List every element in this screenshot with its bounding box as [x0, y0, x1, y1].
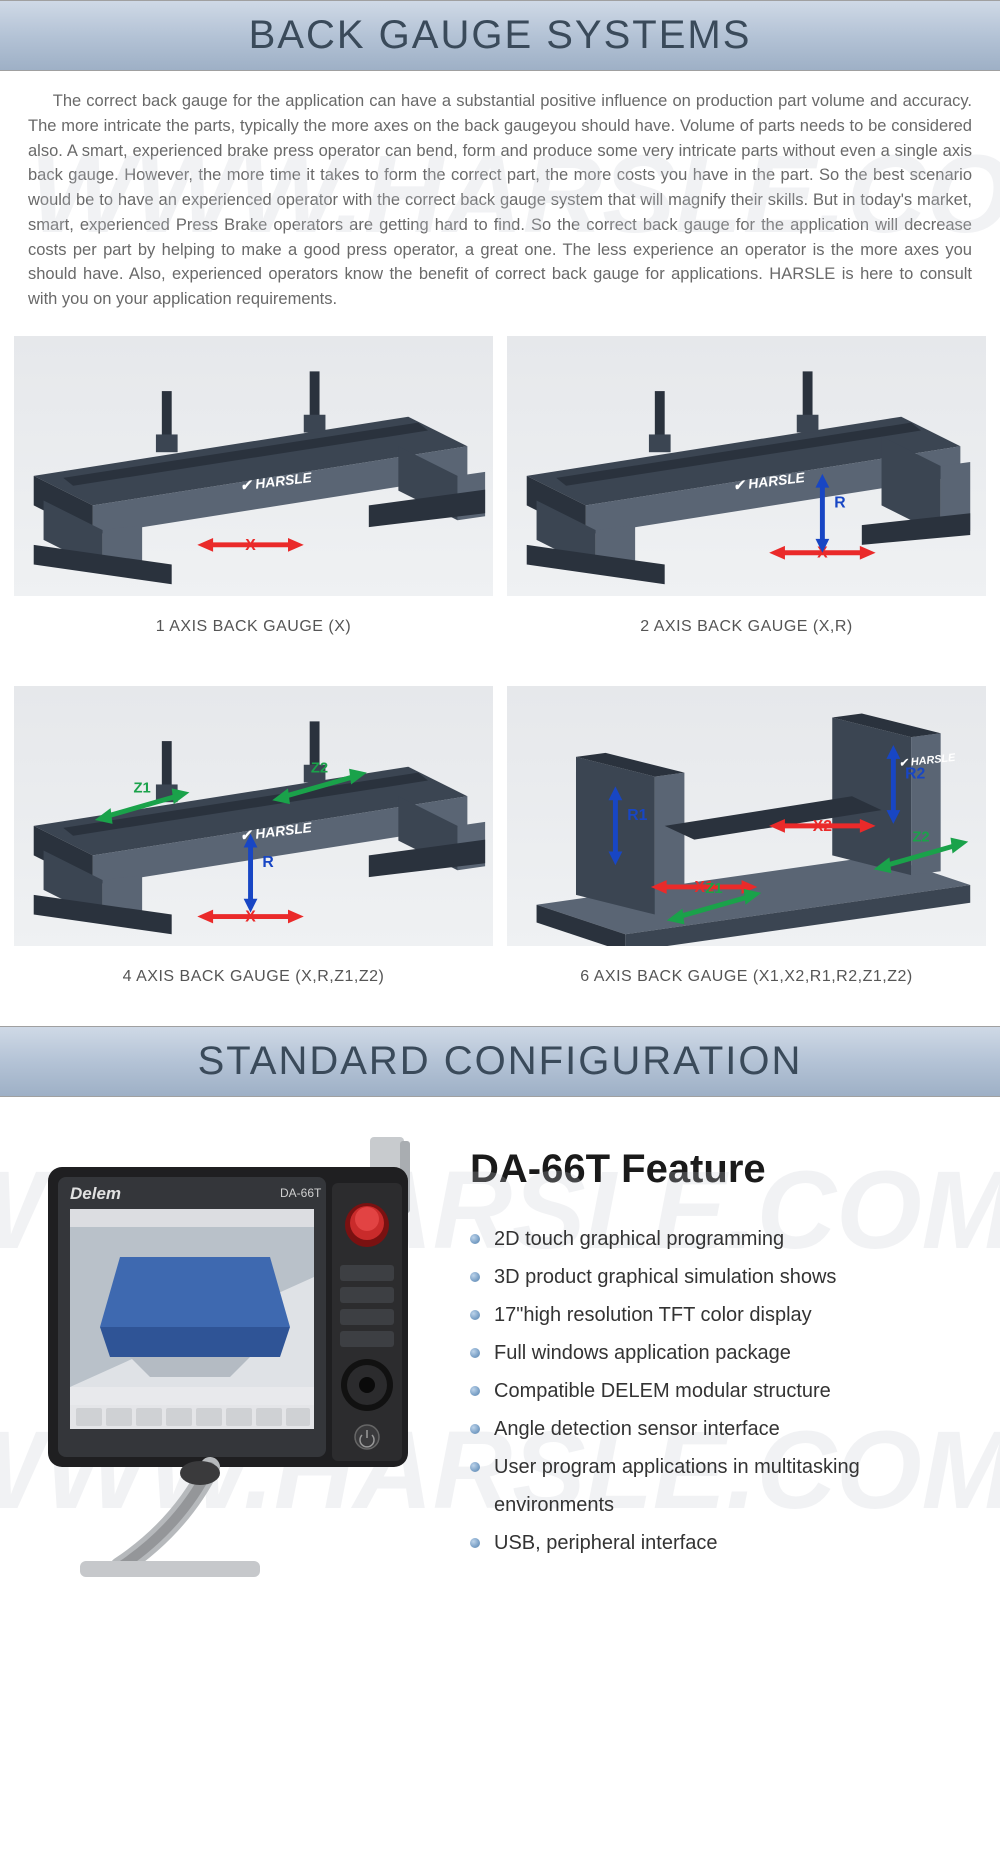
gauge-caption: 4 AXIS BACK GAUGE (X,R,Z1,Z2) — [14, 968, 493, 986]
feature-item: 2D touch graphical programming — [470, 1220, 970, 1258]
gauge-cell: ✔ HARSLE XR 2 AXIS BACK GAUGE (X,R) — [507, 336, 986, 636]
feature-item: 3D product graphical simulation shows — [470, 1258, 970, 1296]
svg-text:Z1: Z1 — [134, 780, 151, 796]
svg-text:Z1: Z1 — [705, 881, 722, 897]
bullet-icon — [470, 1234, 480, 1244]
gauge-figure: ✔ HARSLE XR — [507, 336, 986, 596]
gauge-cell: ✔ HARSLE X1X2R1R2Z1Z2 6 AXIS BACK GAUGE … — [507, 686, 986, 986]
gauge-cell: ✔ HARSLE XRZ1Z2 4 AXIS BACK GAUGE (X,R,Z… — [14, 686, 493, 986]
svg-text:R: R — [834, 494, 846, 511]
feature-title: DA-66T Feature — [470, 1147, 970, 1192]
section-title: BACK GAUGE SYSTEMS — [0, 13, 1000, 58]
bullet-icon — [470, 1462, 480, 1472]
section-header-config: STANDARD CONFIGURATION — [0, 1026, 1000, 1097]
svg-text:R2: R2 — [905, 765, 925, 782]
svg-text:R: R — [262, 854, 274, 871]
bullet-icon — [470, 1538, 480, 1548]
svg-text:DA-66T: DA-66T — [280, 1186, 322, 1200]
gauge-figure: ✔ HARSLE X — [14, 336, 493, 596]
bullet-icon — [470, 1272, 480, 1282]
gauge-grid: ✔ HARSLE X 1 AXIS BACK GAUGE (X) ✔ HARSL… — [0, 336, 1000, 1026]
gauge-cell: ✔ HARSLE X 1 AXIS BACK GAUGE (X) — [14, 336, 493, 636]
bullet-icon — [470, 1348, 480, 1358]
gauge-caption: 2 AXIS BACK GAUGE (X,R) — [507, 618, 986, 636]
config-row: WWW.HARSLE.COM WWW.HARSLE.COM Delem DA-6… — [0, 1097, 1000, 1627]
feature-block: DA-66T Feature 2D touch graphical progra… — [470, 1127, 970, 1587]
feature-item: Full windows application package — [470, 1334, 970, 1372]
gauge-caption: 1 AXIS BACK GAUGE (X) — [14, 618, 493, 636]
svg-text:R1: R1 — [627, 807, 647, 824]
svg-text:Z2: Z2 — [311, 760, 328, 776]
feature-item: Compatible DELEM modular structure — [470, 1372, 970, 1410]
feature-item: 17"high resolution TFT color display — [470, 1296, 970, 1334]
intro-paragraph: The correct back gauge for the applicati… — [0, 71, 1000, 336]
bullet-icon — [470, 1310, 480, 1320]
intro-wrap: WWW.HARSLE.COM The correct back gauge fo… — [0, 71, 1000, 336]
svg-text:X: X — [245, 537, 256, 554]
section-title: STANDARD CONFIGURATION — [0, 1039, 1000, 1084]
svg-text:Delem: Delem — [70, 1184, 121, 1203]
feature-item: USB, peripheral interface — [470, 1524, 970, 1562]
svg-text:X2: X2 — [813, 818, 833, 835]
bullet-icon — [470, 1386, 480, 1396]
gauge-caption: 6 AXIS BACK GAUGE (X1,X2,R1,R2,Z1,Z2) — [507, 968, 986, 986]
gauge-figure: ✔ HARSLE X1X2R1R2Z1Z2 — [507, 686, 986, 946]
device-image: Delem DA-66T — [30, 1127, 440, 1587]
svg-text:Z2: Z2 — [912, 829, 929, 845]
feature-list: 2D touch graphical programming3D product… — [470, 1220, 970, 1562]
section-header-backgauge: BACK GAUGE SYSTEMS — [0, 0, 1000, 71]
feature-item: User program applications in multitaskin… — [470, 1448, 970, 1524]
gauge-figure: ✔ HARSLE XRZ1Z2 — [14, 686, 493, 946]
bullet-icon — [470, 1424, 480, 1434]
feature-item: Angle detection sensor interface — [470, 1410, 970, 1448]
